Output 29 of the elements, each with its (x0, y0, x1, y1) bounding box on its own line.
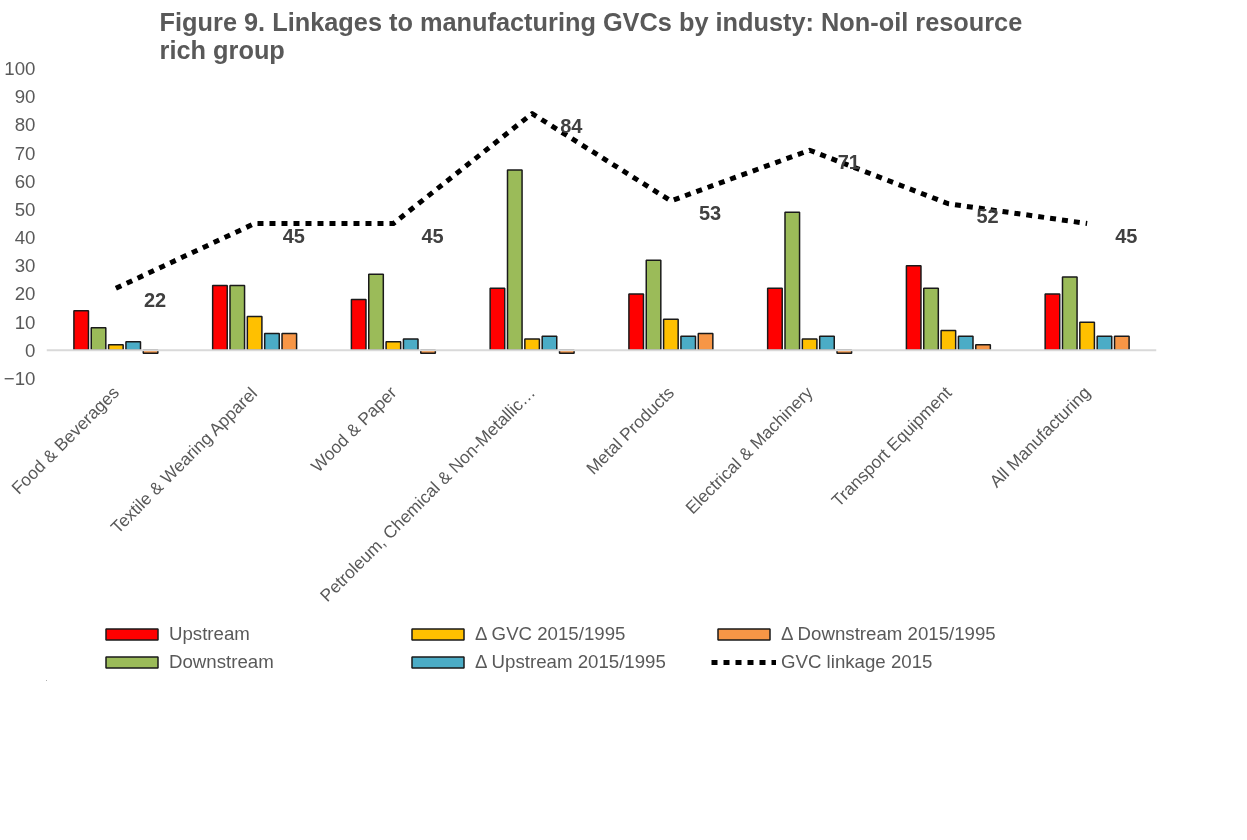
y-tick-label: 90 (14, 86, 36, 108)
data-label: 71 (837, 151, 860, 174)
data-label: 45 (282, 224, 305, 247)
y-tick-label: 10 (14, 311, 36, 333)
y-tick-label: 20 (14, 283, 36, 305)
data-label: 84 (560, 114, 584, 137)
data-label: 22 (143, 289, 167, 312)
bar (1044, 293, 1061, 352)
legend-label: Upstream (169, 623, 251, 645)
y-tick-label: 60 (14, 170, 36, 192)
y-tick-label: 100 (4, 58, 36, 79)
chart-title: Figure 9. Linkages to manufacturing GVCs by industy: Non-oil resource rich group (159, 7, 1023, 64)
y-tick-label: 0 (25, 339, 36, 361)
y-tick-label: 30 (14, 255, 36, 277)
bar (489, 287, 506, 352)
y-tick-label: −10 (3, 368, 36, 389)
y-tick-label: 50 (14, 198, 36, 220)
y-tick-label: 80 (14, 114, 36, 136)
legend-label: Δ Upstream 2015/1995 (475, 651, 667, 673)
legend-label: Δ GVC 2015/1995 (475, 623, 627, 645)
legend-label: GVC linkage 2015 (781, 651, 934, 673)
data-label: 52 (976, 204, 999, 227)
legend-label: Downstream (169, 651, 275, 673)
data-label: 45 (421, 224, 444, 247)
y-tick-label: 70 (14, 142, 36, 164)
data-label: 53 (698, 201, 722, 224)
data-label: 45 (1115, 224, 1138, 247)
legend-label: Δ Downstream 2015/1995 (781, 623, 997, 645)
y-tick-label: 40 (14, 227, 36, 249)
